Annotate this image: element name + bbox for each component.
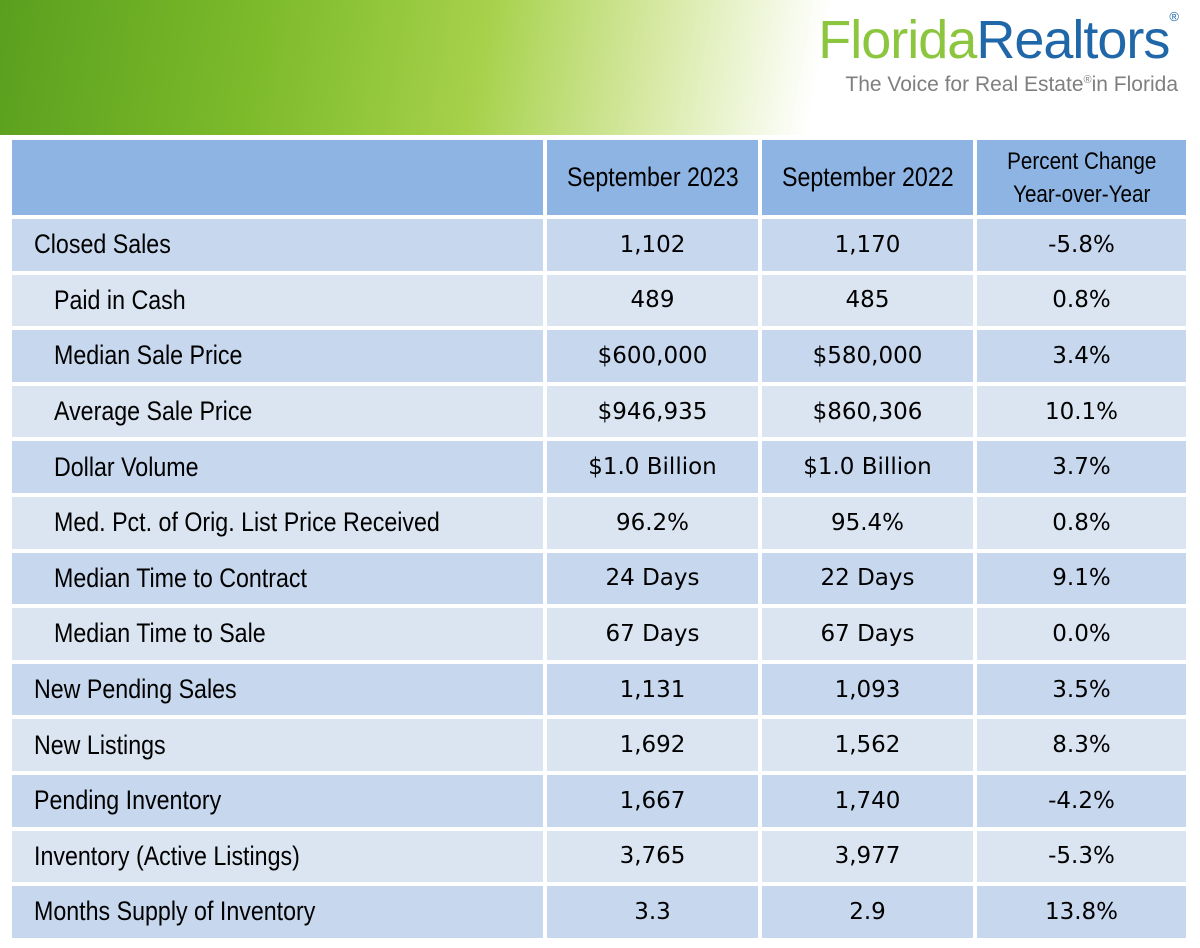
tagline-part1: The Voice for Real Estate (845, 73, 1084, 96)
florida-realtors-logo: FloridaRealtors® The Voice for Real Esta… (818, 6, 1179, 97)
cell-september-2023: 96.2% (547, 496, 758, 549)
row-label: New Listings (12, 719, 543, 771)
cell-percent-change: 0.8% (977, 274, 1186, 327)
cell-september-2022: 1,562 (762, 719, 973, 771)
header-september-2022: September 2022 (762, 140, 973, 215)
row-label: Closed Sales (12, 219, 543, 271)
header-percent-change-line1: Percent Change (1006, 147, 1157, 175)
row-label-text: Dollar Volume (54, 451, 199, 482)
header-percent-change-line2: Year-over-Year (1012, 180, 1151, 208)
header-banner (0, 0, 1200, 135)
cell-percent-change: -5.3% (977, 830, 1186, 883)
cell-september-2023: 1,131 (547, 663, 758, 716)
cell-percent-change: 10.1% (977, 385, 1186, 438)
cell-percent-change: 3.5% (977, 663, 1186, 716)
cell-percent-change: -5.8% (977, 219, 1186, 271)
row-label: Average Sale Price (12, 385, 543, 438)
cell-september-2023: $1.0 Billion (547, 441, 758, 493)
cell-september-2023: 3.3 (547, 886, 758, 938)
row-label: Med. Pct. of Orig. List Price Received (12, 496, 543, 549)
cell-september-2022: 1,093 (762, 663, 973, 716)
cell-september-2022: 1,170 (762, 219, 973, 271)
cell-september-2022: 485 (762, 274, 973, 327)
cell-september-2023: 3,765 (547, 830, 758, 883)
cell-september-2022: 2.9 (762, 886, 973, 938)
logo-florida-text: Florida (818, 10, 977, 70)
cell-september-2022: 3,977 (762, 830, 973, 883)
row-label-text: Average Sale Price (54, 396, 253, 427)
cell-september-2022: $580,000 (762, 330, 973, 382)
row-label-text: Med. Pct. of Orig. List Price Received (54, 507, 440, 538)
cell-september-2023: $600,000 (547, 330, 758, 382)
cell-percent-change: 13.8% (977, 886, 1186, 938)
cell-september-2022: 1,740 (762, 774, 973, 827)
row-label: Median Sale Price (12, 330, 543, 382)
row-label: New Pending Sales (12, 663, 543, 716)
header-blank-cell (12, 140, 543, 215)
row-label: Pending Inventory (12, 774, 543, 827)
row-label: Median Time to Sale (12, 608, 543, 660)
cell-september-2022: 22 Days (762, 552, 973, 605)
logo-wordmark: FloridaRealtors® (818, 6, 1179, 70)
row-label-text: Median Time to Contract (54, 562, 307, 593)
row-label-text: New Listings (34, 729, 166, 760)
row-label: Months Supply of Inventory (12, 886, 543, 938)
cell-september-2023: 1,102 (547, 219, 758, 271)
row-label: Inventory (Active Listings) (12, 830, 543, 883)
logo-realtors-text: Realtors (976, 10, 1170, 70)
row-label-text: Closed Sales (34, 229, 171, 260)
row-label: Paid in Cash (12, 274, 543, 327)
row-label: Median Time to Contract (12, 552, 543, 605)
header-september-2023: September 2023 (547, 140, 758, 215)
cell-percent-change: 3.4% (977, 330, 1186, 382)
tagline-part2: in Florida (1091, 73, 1178, 96)
market-stats-table: September 2023 September 2022 Percent Ch… (8, 135, 1194, 943)
cell-percent-change: 0.0% (977, 608, 1186, 660)
cell-september-2022: $860,306 (762, 385, 973, 438)
table-grid: September 2023 September 2022 Percent Ch… (8, 135, 1194, 938)
cell-percent-change: 3.7% (977, 441, 1186, 493)
cell-september-2023: 1,667 (547, 774, 758, 827)
row-label: Dollar Volume (12, 441, 543, 493)
row-label-text: Pending Inventory (34, 785, 222, 816)
cell-percent-change: 9.1% (977, 552, 1186, 605)
row-label-text: Inventory (Active Listings) (34, 840, 300, 871)
cell-september-2022: 95.4% (762, 496, 973, 549)
cell-september-2023: 1,692 (547, 719, 758, 771)
cell-percent-change: 0.8% (977, 496, 1186, 549)
cell-percent-change: 8.3% (977, 719, 1186, 771)
cell-september-2023: 24 Days (547, 552, 758, 605)
tagline-registered-mark: ® (1083, 74, 1092, 86)
row-label-text: Paid in Cash (54, 284, 186, 315)
row-label-text: Months Supply of Inventory (34, 896, 316, 927)
cell-percent-change: -4.2% (977, 774, 1186, 827)
row-label-text: Median Sale Price (54, 340, 243, 371)
logo-tagline: The Voice for Real Estate®in Florida (818, 73, 1178, 97)
header-percent-change: Percent Change Year-over-Year (977, 140, 1186, 215)
cell-september-2022: 67 Days (762, 608, 973, 660)
row-label-text: Median Time to Sale (54, 618, 266, 649)
cell-september-2022: $1.0 Billion (762, 441, 973, 493)
row-label-text: New Pending Sales (34, 674, 237, 705)
cell-september-2023: 489 (547, 274, 758, 327)
cell-september-2023: $946,935 (547, 385, 758, 438)
logo-registered-mark: ® (1169, 9, 1179, 24)
cell-september-2023: 67 Days (547, 608, 758, 660)
